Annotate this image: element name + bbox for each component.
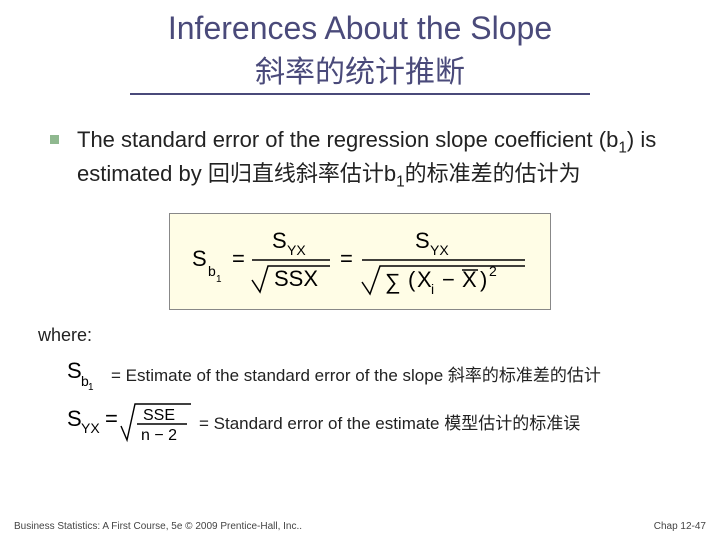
d1-S: S: [67, 358, 82, 383]
lhs-b: b: [208, 263, 216, 279]
d2-denom: n − 2: [141, 427, 177, 444]
footer-left: Business Statistics: A First Course, 5e …: [14, 521, 302, 532]
def2-symbol-svg: S YX = SSE n − 2: [65, 398, 195, 444]
footer: Business Statistics: A First Course, 5e …: [14, 521, 706, 532]
ssx: SSX: [274, 266, 318, 291]
def2-eq-text: =: [199, 414, 209, 433]
footer-right: Chap 12-47: [654, 521, 706, 532]
b1-subscript: 1: [618, 139, 627, 156]
Xbar: X: [462, 267, 477, 292]
formula-svg: S b 1 = S YX SSX = S YX ∑: [190, 224, 530, 296]
d2-S: S: [67, 406, 82, 431]
def2-text: = Standard error of the estimate 模型估计的标准…: [199, 409, 580, 434]
main-formula: S b 1 = S YX SSX = S YX ∑: [30, 213, 690, 310]
num2-S: S: [415, 228, 430, 253]
def2-body: Standard error of the estimate 模型估计的标准误: [209, 414, 580, 433]
d2-YX: YX: [81, 420, 100, 436]
num2-YX: YX: [430, 242, 449, 258]
b1-subscript-2: 1: [396, 174, 405, 191]
title-english: Inferences About the Slope: [30, 10, 690, 47]
definition-1: S b 1 = Estimate of the standard error o…: [65, 356, 690, 390]
bullet-part3: 的标准差的估计为: [405, 161, 581, 186]
Xi-i: i: [431, 281, 434, 296]
definition-2: S YX = SSE n − 2 = Standard error of the…: [65, 398, 690, 444]
slide: Inferences About the Slope 斜率的统计推断 The s…: [0, 0, 720, 540]
bullet-text: The standard error of the regression slo…: [77, 125, 680, 193]
Xi-X: X: [417, 267, 432, 292]
def1-body: Estimate of the standard error of the sl…: [121, 366, 601, 385]
def1-symbol: S b 1: [65, 356, 107, 390]
where-label: where:: [38, 325, 690, 346]
bullet-part1: The standard error of the regression slo…: [77, 127, 618, 152]
def1-eq: =: [111, 366, 121, 385]
square: 2: [489, 263, 497, 279]
num1-S: S: [272, 228, 287, 253]
paren-open: (: [408, 267, 416, 292]
lhs-S: S: [192, 246, 207, 271]
lhs-1: 1: [216, 274, 222, 285]
title-block: Inferences About the Slope 斜率的统计推断: [30, 10, 690, 95]
paren-close: ): [480, 267, 487, 292]
minus: −: [442, 267, 455, 292]
d2-eq: =: [105, 406, 118, 431]
formula-box: S b 1 = S YX SSX = S YX ∑: [169, 213, 551, 310]
d1-1: 1: [88, 382, 94, 390]
equals-1: =: [232, 246, 245, 271]
title-underline: [130, 93, 590, 95]
def2-symbol: S YX = SSE n − 2: [65, 398, 195, 444]
d2-sse: SSE: [143, 407, 175, 424]
def1-text: = Estimate of the standard error of the …: [111, 361, 601, 386]
sum-symbol: ∑: [385, 269, 401, 294]
equals-2: =: [340, 246, 353, 271]
def1-symbol-svg: S b 1: [65, 356, 107, 390]
title-chinese: 斜率的统计推断: [30, 47, 690, 91]
bullet-square-icon: [50, 135, 59, 144]
num1-YX: YX: [287, 242, 306, 258]
bullet-item: The standard error of the regression slo…: [50, 125, 680, 193]
